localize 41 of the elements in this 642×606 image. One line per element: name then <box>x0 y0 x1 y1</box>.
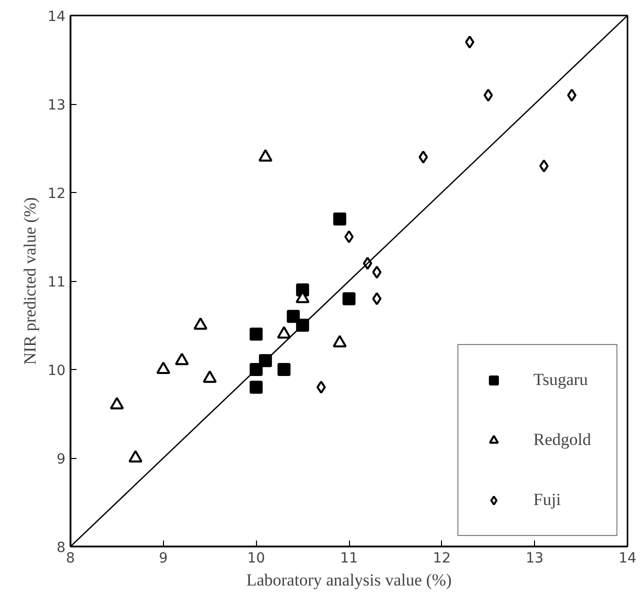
legend-label: Redgold <box>533 430 591 450</box>
point <box>567 88 576 102</box>
x-tick-label: 13 <box>526 550 544 566</box>
y-tick-label: 11 <box>48 274 66 290</box>
point <box>332 335 347 348</box>
x-axis-title: Laboratory analysis value (%) <box>246 570 452 590</box>
point <box>286 310 300 323</box>
y-tick-label: 14 <box>48 9 66 25</box>
x-tick-label: 11 <box>340 550 358 566</box>
x-tick-label: 12 <box>432 550 451 566</box>
point <box>277 326 292 339</box>
point <box>539 159 549 172</box>
x-tick-label: 14 <box>618 550 636 566</box>
y-axis-title: NIR predicted value (%) <box>20 197 40 365</box>
point <box>316 380 326 394</box>
point <box>110 396 124 410</box>
point <box>202 370 217 383</box>
y-tick-label: 10 <box>48 363 66 379</box>
y-tick-label: 12 <box>48 186 66 202</box>
legend-label: Tsugaru <box>533 370 588 390</box>
point <box>250 328 263 341</box>
point <box>174 352 189 366</box>
y-tick-label: 9 <box>56 452 66 468</box>
point <box>372 266 382 279</box>
point <box>250 380 263 394</box>
y-tick-label: 8 <box>56 540 66 556</box>
point <box>372 292 382 306</box>
x-tick-label: 9 <box>158 550 168 566</box>
point <box>128 450 142 462</box>
x-tick-label: 10 <box>247 550 266 566</box>
point <box>418 150 428 164</box>
y-tick-label: 13 <box>48 98 66 114</box>
point <box>333 212 346 226</box>
point <box>465 36 474 49</box>
point <box>344 230 354 244</box>
point <box>342 292 356 306</box>
point <box>484 88 493 102</box>
legend-label: Fuji <box>533 490 561 510</box>
point <box>156 362 170 374</box>
point <box>193 317 208 330</box>
point <box>278 363 291 376</box>
